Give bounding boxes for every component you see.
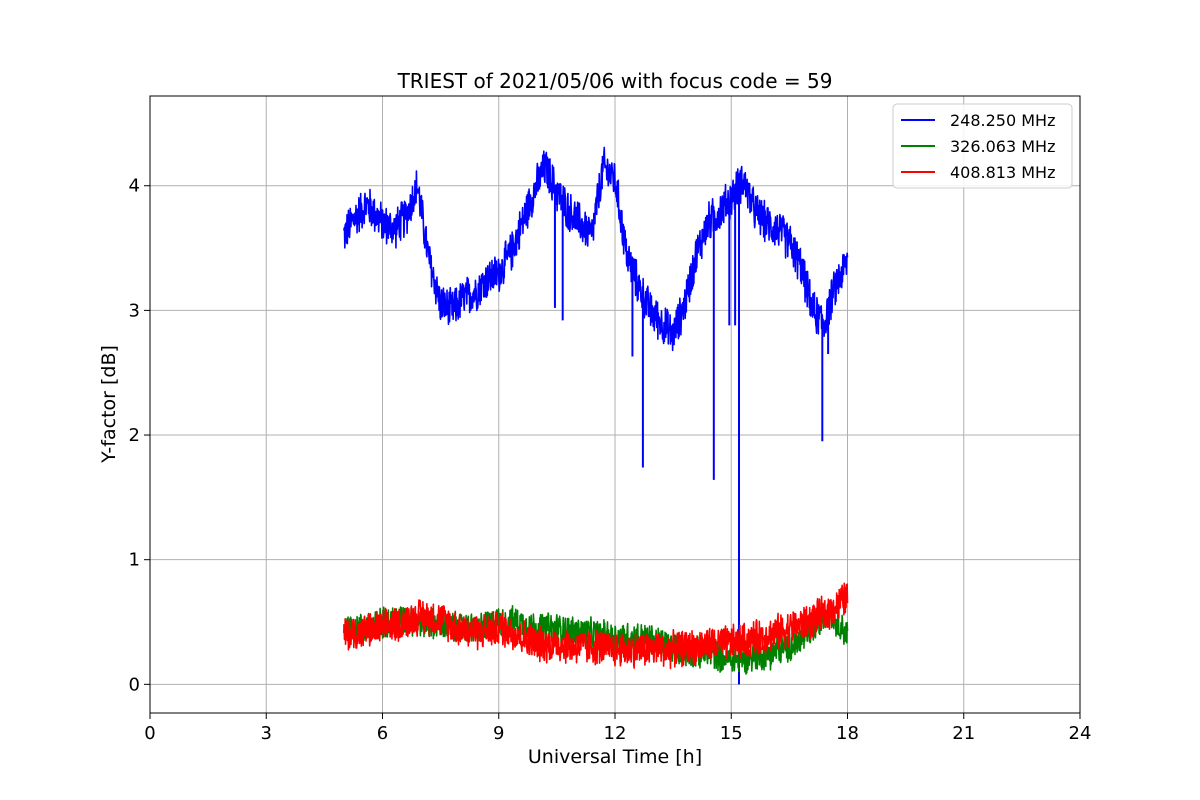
x-tick-label: 0 bbox=[144, 723, 155, 744]
y-tick-label: 4 bbox=[129, 176, 140, 197]
x-tick-label: 18 bbox=[836, 723, 859, 744]
x-tick-label: 21 bbox=[952, 723, 975, 744]
x-axis: 0 3 6 9 12 15 18 21 24 bbox=[144, 713, 1091, 744]
legend-label: 326.063 MHz bbox=[950, 137, 1055, 156]
series-line-0 bbox=[342, 146, 849, 352]
y-tick-label: 1 bbox=[129, 550, 140, 571]
y-axis-label: Y-factor [dB] bbox=[98, 345, 120, 464]
x-tick-label: 24 bbox=[1069, 723, 1092, 744]
legend-label: 248.250 MHz bbox=[950, 111, 1055, 130]
legend: 248.250 MHz 326.063 MHz 408.813 MHz bbox=[892, 103, 1073, 189]
x-tick-label: 12 bbox=[604, 723, 627, 744]
chart-title: TRIEST of 2021/05/06 with focus code = 5… bbox=[397, 69, 833, 93]
legend-label: 408.813 MHz bbox=[950, 163, 1055, 182]
x-tick-label: 6 bbox=[377, 723, 388, 744]
y-tick-label: 2 bbox=[129, 425, 140, 446]
y-axis: 0 1 2 3 4 bbox=[129, 176, 150, 695]
x-axis-label: Universal Time [h] bbox=[528, 746, 702, 768]
x-tick-label: 9 bbox=[493, 723, 504, 744]
plot-area bbox=[342, 146, 849, 685]
y-tick-label: 0 bbox=[129, 674, 140, 695]
legend-box bbox=[892, 103, 1073, 189]
series-line-2 bbox=[342, 582, 849, 670]
y-tick-label: 3 bbox=[129, 300, 140, 321]
x-tick-label: 15 bbox=[720, 723, 743, 744]
x-tick-label: 3 bbox=[261, 723, 272, 744]
